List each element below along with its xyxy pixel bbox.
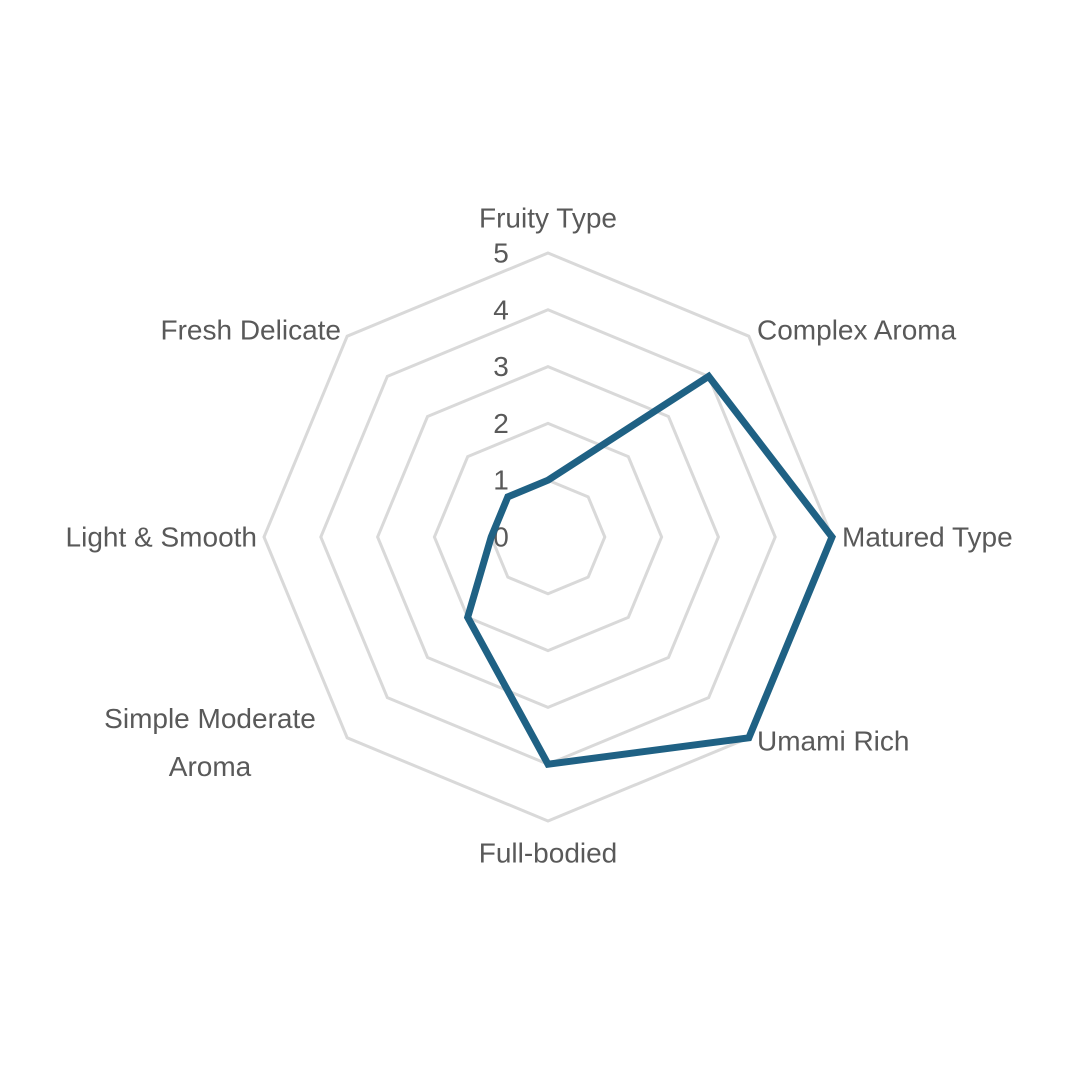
tick-label-2: 2 <box>493 408 509 439</box>
series-layer <box>463 371 837 768</box>
category-label-5: Simple Moderate Aroma <box>104 703 316 782</box>
category-label-0: Fruity Type <box>479 203 617 234</box>
tick-label-5: 5 <box>493 238 509 269</box>
category-labels: Fruity Type Complex Aroma Matured Type Umam… <box>66 203 1013 869</box>
tick-label-4: 4 <box>493 294 509 325</box>
category-label-1: Complex Aroma <box>757 315 957 346</box>
grid-ring-5 <box>262 251 834 823</box>
grid-ring-2 <box>432 421 664 653</box>
category-label-6: Light & Smooth <box>66 522 257 553</box>
category-label-7: Fresh Delicate <box>160 315 341 346</box>
category-label-3: Umami Rich <box>757 726 909 757</box>
tick-label-3: 3 <box>493 351 509 382</box>
category-label-2: Matured Type <box>842 522 1013 553</box>
category-label-4: Full-bodied <box>479 838 618 869</box>
grid-ring-3 <box>375 364 721 710</box>
tick-label-1: 1 <box>493 465 509 496</box>
